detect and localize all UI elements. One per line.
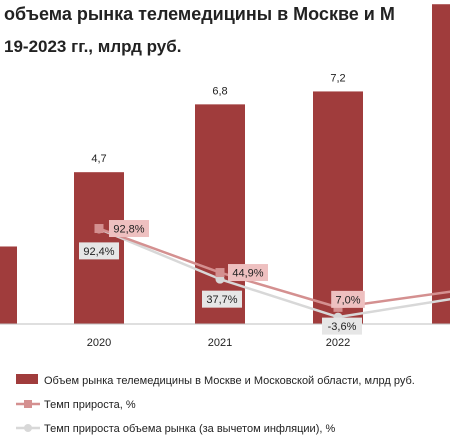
growth-label-bg-2021 [228,264,268,282]
growth-label-2021: 44,9% [232,268,263,280]
growth-label-2022: 7,0% [335,294,360,306]
x-tick-label-2021: 2021 [208,337,232,349]
growth-label-2020: 92,8% [113,224,144,236]
growth-series [94,224,450,312]
bar-value-label-2020: 4,7 [91,153,106,165]
percent-labels: 92,8% 44,9% 7,0% 92,4% 37,7% -3,6% [79,220,365,335]
legend-label-real: Темп прироста объема рынка (за вычетом и… [44,423,335,435]
bar-2019 [0,246,17,324]
real-growth-label-2022: -3,6% [328,321,357,333]
legend-swatch-growth-marker [24,400,32,408]
chart-title-line1: объема рынка телемедицины в Москве и М [4,4,395,24]
chart-title-line2: 19-2023 гг., млрд руб. [4,37,181,56]
x-tick-labels: 2020202120222 [87,337,350,349]
real-growth-label-bg-2020 [79,242,119,260]
bar-2021 [195,104,245,324]
real-growth-label-bg-2021 [202,290,242,308]
real-growth-line [98,227,450,319]
growth-point-2020 [94,224,104,234]
real-growth-label-bg-2022 [322,317,362,335]
x-tick-label-2020: 2020 [87,337,111,349]
growth-point-2021 [215,268,225,278]
growth-label-bg-2020 [109,220,149,238]
bar-value-label-2022: 7,2 [330,72,345,84]
legend-swatch-bar [16,374,38,384]
bar-2022 [313,91,363,324]
bar-value-labels: 4,7 6,8 7,2 [91,72,345,165]
legend-swatch-real-marker [24,424,32,432]
real-growth-label-2020: 92,4% [83,246,114,258]
growth-label-bg-2022 [331,290,365,308]
real-growth-series [94,224,450,322]
legend-label-growth: Темп прироста, % [44,399,136,411]
legend-label-bar: Объем рынка телемедицины в Москве и Моск… [44,375,415,387]
bar-2023 [432,4,450,324]
legend: Объем рынка телемедицины в Москве и Моск… [16,374,415,435]
real-growth-label-2021: 37,7% [206,294,237,306]
growth-line [98,227,450,309]
x-tick-label-2022: 2022 [326,337,350,349]
bar-value-label-2021: 6,8 [212,85,227,97]
